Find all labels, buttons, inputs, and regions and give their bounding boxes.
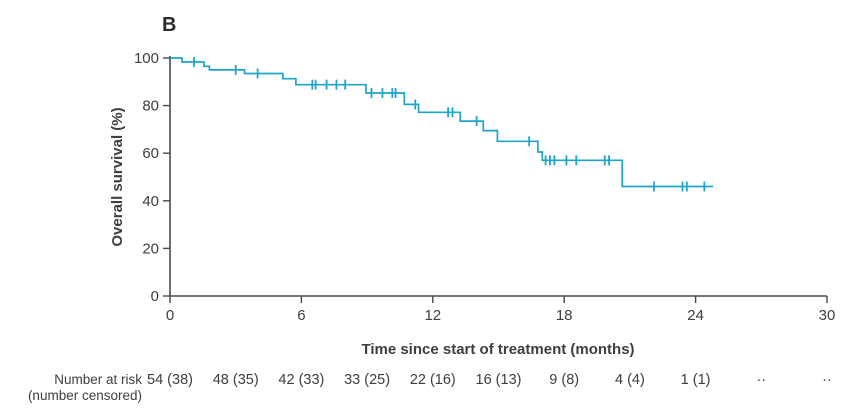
y-tick-label: 80: [142, 98, 159, 115]
y-tick-label: 40: [142, 193, 159, 210]
y-tick-label: 0: [151, 288, 159, 305]
x-tick-label: 24: [687, 307, 704, 324]
risk-value: 22 (16): [410, 372, 456, 388]
risk-value: 1 (1): [681, 372, 711, 388]
risk-values-row: 54 (38) 48 (35) 42 (33) 33 (25) 22 (16) 16 (1…: [147, 372, 832, 388]
axis-spines: [169, 56, 827, 297]
x-tick-label: 12: [424, 307, 441, 324]
risk-table: Number at risk (number censored) 54 (38)…: [28, 372, 832, 403]
risk-table-label-line2: (number censored): [28, 388, 142, 403]
risk-value: 4 (4): [615, 372, 645, 388]
risk-value: 54 (38): [147, 372, 193, 388]
risk-value: 33 (25): [344, 372, 390, 388]
survival-curve: [170, 57, 714, 192]
panel-label: B: [162, 14, 176, 36]
y-tick-label: 100: [134, 50, 159, 67]
risk-value: 9 (8): [549, 372, 579, 388]
y-tick-label: 60: [142, 145, 159, 162]
x-tick-label: 6: [297, 307, 305, 324]
risk-value: 42 (33): [278, 372, 324, 388]
x-axis-title: Time since start of treatment (months): [361, 341, 634, 358]
risk-value: 48 (35): [213, 372, 259, 388]
risk-value: ··: [756, 372, 766, 388]
x-tick-label: 0: [166, 307, 174, 324]
survival-curve-path: [170, 57, 714, 188]
y-tick-label: 20: [142, 240, 159, 257]
risk-value: 16 (13): [476, 372, 522, 388]
axes: 0 20 40 60 80 100 0 6 12 18 24 30: [134, 50, 835, 324]
risk-value: ··: [822, 372, 832, 388]
risk-table-label-line1: Number at risk: [54, 372, 142, 387]
x-tick-label: 18: [556, 307, 573, 324]
y-axis-title: Overall survival (%): [109, 107, 126, 246]
x-tick-label: 30: [819, 307, 836, 324]
